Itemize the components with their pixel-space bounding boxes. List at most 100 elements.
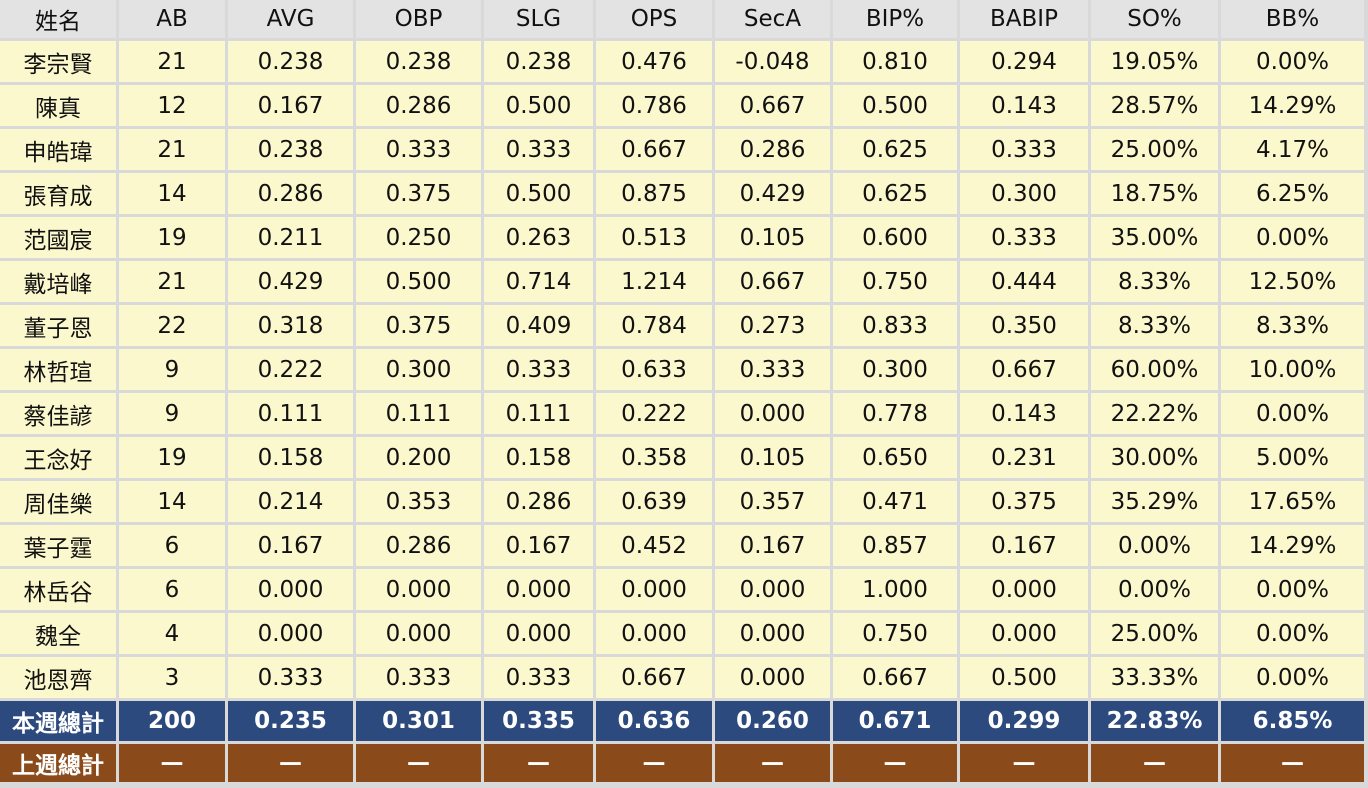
cell-seca: 0.429 xyxy=(715,173,830,214)
header-name[interactable]: 姓名 xyxy=(0,0,116,38)
header-obp[interactable]: OBP xyxy=(356,0,481,38)
cell-obp: 0.333 xyxy=(356,129,481,170)
table-row: 范國宸 19 0.211 0.250 0.263 0.513 0.105 0.600 0.333… xyxy=(0,217,1364,258)
cell-ab: 12 xyxy=(119,85,225,126)
header-seca[interactable]: SecA xyxy=(715,0,830,38)
cell-bb: 8.33% xyxy=(1221,305,1364,346)
cell-name: 池恩齊 xyxy=(0,657,116,698)
cell-obp: 0.000 xyxy=(356,613,481,654)
cell-obp: 0.000 xyxy=(356,569,481,610)
table-row: 林哲瑄 9 0.222 0.300 0.333 0.633 0.333 0.300 0.667 6… xyxy=(0,349,1364,390)
cell-bb: 0.00% xyxy=(1221,393,1364,434)
cell-ops: 0.633 xyxy=(596,349,712,390)
cell-babip: 0.333 xyxy=(960,129,1088,170)
cell-ops: 0.000 xyxy=(596,569,712,610)
cell-slg: 0.263 xyxy=(484,217,593,258)
cell-so: 25.00% xyxy=(1091,129,1218,170)
header-ops[interactable]: OPS xyxy=(596,0,712,38)
cell-ops: 0.875 xyxy=(596,173,712,214)
table-row: 周佳樂 14 0.214 0.353 0.286 0.639 0.357 0.471 0.375… xyxy=(0,481,1364,522)
cell-seca: 0.667 xyxy=(715,85,830,126)
last-week-cell-ab: — xyxy=(119,744,225,782)
cell-bip: 0.810 xyxy=(833,41,957,82)
cell-obp: 0.500 xyxy=(356,261,481,302)
cell-obp: 0.286 xyxy=(356,525,481,566)
table-row: 陳真 12 0.167 0.286 0.500 0.786 0.667 0.500 0.143 2… xyxy=(0,85,1364,126)
this-week-cell-seca: 0.260 xyxy=(715,701,830,741)
cell-so: 25.00% xyxy=(1091,613,1218,654)
cell-obp: 0.250 xyxy=(356,217,481,258)
cell-name: 蔡佳諺 xyxy=(0,393,116,434)
cell-bb: 12.50% xyxy=(1221,261,1364,302)
table-row: 王念好 19 0.158 0.200 0.158 0.358 0.105 0.650 0.231… xyxy=(0,437,1364,478)
last-week-cell-ops: — xyxy=(596,744,712,782)
cell-so: 8.33% xyxy=(1091,305,1218,346)
cell-seca: 0.667 xyxy=(715,261,830,302)
cell-ab: 19 xyxy=(119,437,225,478)
cell-babip: 0.000 xyxy=(960,613,1088,654)
cell-bb: 17.65% xyxy=(1221,481,1364,522)
cell-slg: 0.409 xyxy=(484,305,593,346)
cell-obp: 0.200 xyxy=(356,437,481,478)
cell-ab: 9 xyxy=(119,393,225,434)
cell-ops: 0.667 xyxy=(596,129,712,170)
cell-bb: 0.00% xyxy=(1221,569,1364,610)
cell-seca: 0.273 xyxy=(715,305,830,346)
header-babip[interactable]: BABIP xyxy=(960,0,1088,38)
last-week-cell-obp: — xyxy=(356,744,481,782)
cell-babip: 0.350 xyxy=(960,305,1088,346)
header-bip[interactable]: BIP% xyxy=(833,0,957,38)
last-week-cell-seca: — xyxy=(715,744,830,782)
cell-avg: 0.000 xyxy=(228,569,353,610)
cell-so: 35.00% xyxy=(1091,217,1218,258)
cell-seca: 0.167 xyxy=(715,525,830,566)
cell-ab: 21 xyxy=(119,129,225,170)
cell-bb: 0.00% xyxy=(1221,657,1364,698)
cell-babip: 0.444 xyxy=(960,261,1088,302)
table-row: 董子恩 22 0.318 0.375 0.409 0.784 0.273 0.833 0.350… xyxy=(0,305,1364,346)
header-ab[interactable]: AB xyxy=(119,0,225,38)
cell-bb: 14.29% xyxy=(1221,525,1364,566)
cell-ab: 21 xyxy=(119,41,225,82)
cell-babip: 0.143 xyxy=(960,85,1088,126)
cell-bip: 0.857 xyxy=(833,525,957,566)
cell-name: 葉子霆 xyxy=(0,525,116,566)
cell-bip: 0.625 xyxy=(833,129,957,170)
cell-ops: 0.786 xyxy=(596,85,712,126)
cell-ab: 6 xyxy=(119,525,225,566)
cell-ops: 0.222 xyxy=(596,393,712,434)
cell-bip: 0.500 xyxy=(833,85,957,126)
cell-seca: 0.105 xyxy=(715,217,830,258)
cell-avg: 0.211 xyxy=(228,217,353,258)
last-week-cell-babip: — xyxy=(960,744,1088,782)
header-so[interactable]: SO% xyxy=(1091,0,1218,38)
cell-slg: 0.238 xyxy=(484,41,593,82)
cell-slg: 0.000 xyxy=(484,613,593,654)
cell-slg: 0.286 xyxy=(484,481,593,522)
cell-name: 張育成 xyxy=(0,173,116,214)
table-row: 戴培峰 21 0.429 0.500 0.714 1.214 0.667 0.750 0.444… xyxy=(0,261,1364,302)
cell-babip: 0.000 xyxy=(960,569,1088,610)
cell-babip: 0.667 xyxy=(960,349,1088,390)
last-week-cell-name: 上週總計 xyxy=(0,744,116,782)
cell-bip: 0.600 xyxy=(833,217,957,258)
cell-ops: 0.452 xyxy=(596,525,712,566)
cell-bip: 1.000 xyxy=(833,569,957,610)
cell-babip: 0.500 xyxy=(960,657,1088,698)
cell-obp: 0.300 xyxy=(356,349,481,390)
cell-so: 30.00% xyxy=(1091,437,1218,478)
cell-so: 28.57% xyxy=(1091,85,1218,126)
cell-obp: 0.333 xyxy=(356,657,481,698)
header-avg[interactable]: AVG xyxy=(228,0,353,38)
cell-slg: 0.500 xyxy=(484,173,593,214)
header-bb[interactable]: BB% xyxy=(1221,0,1364,38)
this-week-cell-name: 本週總計 xyxy=(0,701,116,741)
cell-so: 60.00% xyxy=(1091,349,1218,390)
header-slg[interactable]: SLG xyxy=(484,0,593,38)
this-week-cell-ab: 200 xyxy=(119,701,225,741)
cell-avg: 0.158 xyxy=(228,437,353,478)
table-row: 李宗賢 21 0.238 0.238 0.238 0.476 -0.048 0.810 0.29… xyxy=(0,41,1364,82)
cell-seca: 0.105 xyxy=(715,437,830,478)
cell-obp: 0.111 xyxy=(356,393,481,434)
cell-so: 22.22% xyxy=(1091,393,1218,434)
